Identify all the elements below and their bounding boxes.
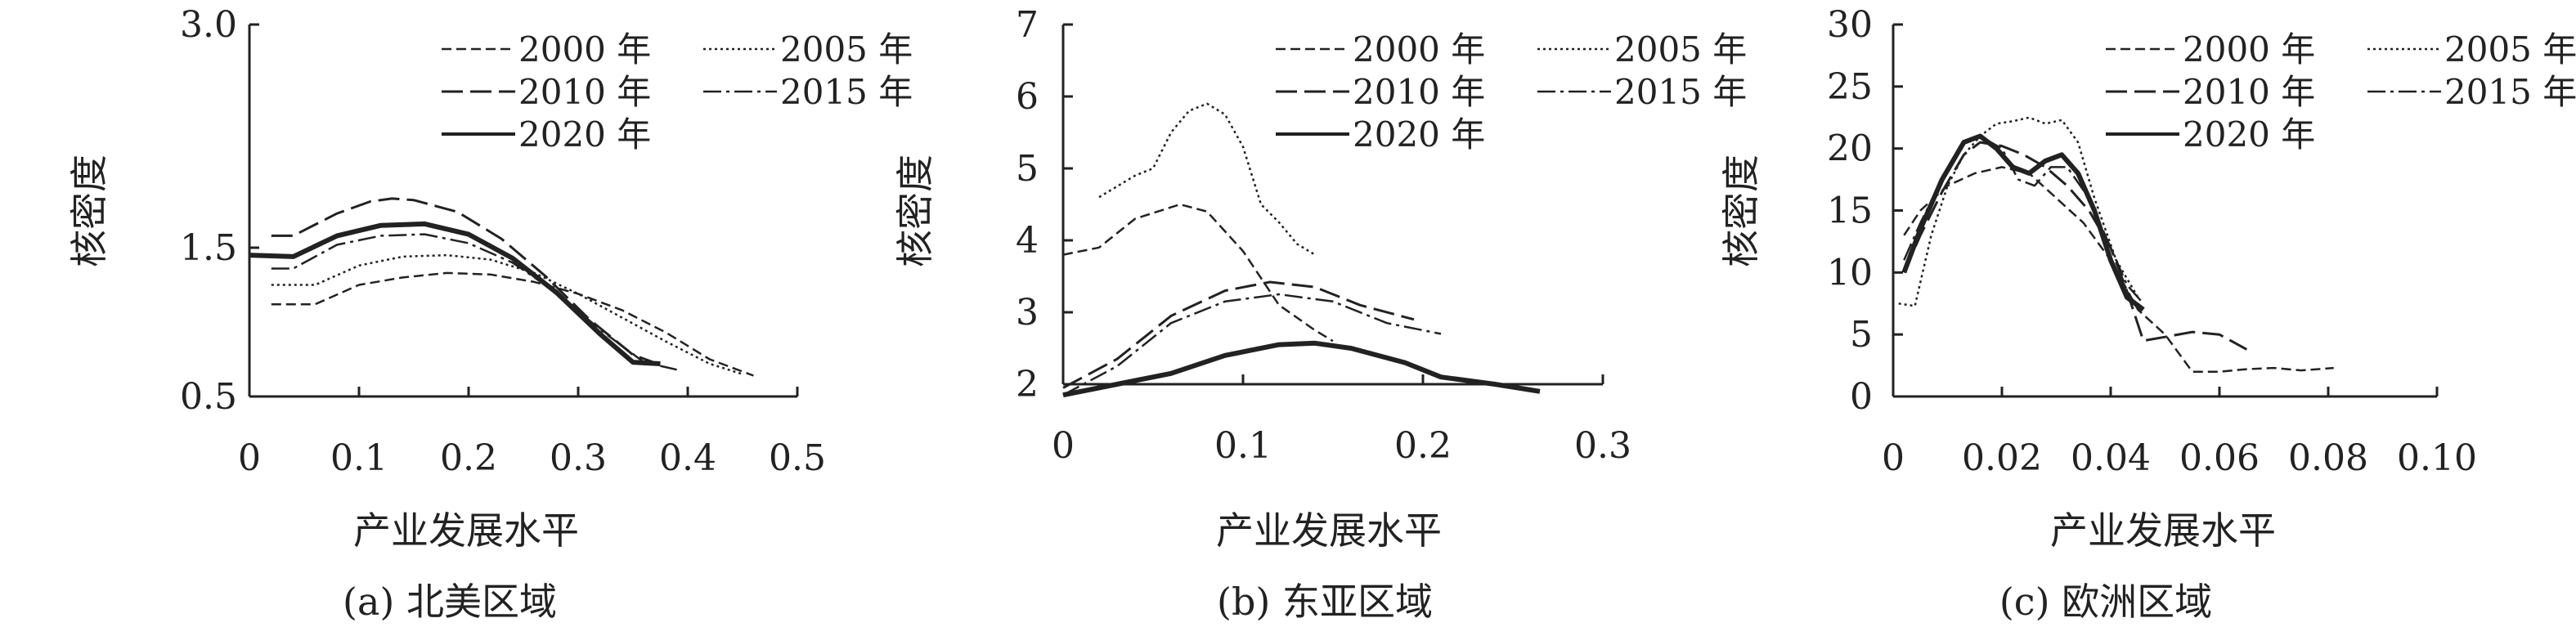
y-tick-label: 5 xyxy=(1850,314,1873,356)
y-tick-label: 4 xyxy=(1016,220,1039,262)
legend: 2000 年 2005 年 2010 年 2015 年 2020 年 xyxy=(2106,29,2576,155)
legend: 2000 年 2005 年 2010 年 2015 年 2020 年 xyxy=(1276,29,1747,155)
x-tick-label: 0.2 xyxy=(440,437,497,479)
series-line-2020年 xyxy=(249,221,661,366)
legend-label: 2020 年 xyxy=(518,114,651,155)
x-tick-label: 0 xyxy=(1052,425,1075,467)
legend-label: 2005 年 xyxy=(2444,29,2576,69)
y-tick-label: 5 xyxy=(1016,148,1039,190)
legend-label: 2015 年 xyxy=(1614,72,1747,112)
y-tick-label: 6 xyxy=(1016,76,1039,118)
x-tick-label: 0.04 xyxy=(2071,437,2151,479)
x-tick-label: 0.3 xyxy=(1574,425,1631,467)
series-line-2000年 xyxy=(1062,203,1334,343)
series-line-2005年 xyxy=(1898,116,2139,307)
series-line-2015年 xyxy=(1062,293,1442,396)
legend-label: 2015 年 xyxy=(780,72,913,112)
legend-label: 2005 年 xyxy=(1614,29,1747,69)
chart-panel-1: 0 0.1 0.2 0.3 0.4 0.5 0.5 1.5 3.0 产业发展水平 核密度 (a) 北美… xyxy=(67,4,913,624)
y-axis-label: 核密度 xyxy=(67,155,111,267)
legend-label: 2000 年 xyxy=(2183,29,2315,69)
series-line-2005年 xyxy=(1098,102,1316,256)
x-tick-label: 0 xyxy=(238,437,261,479)
legend-label: 2020 年 xyxy=(1353,114,1485,155)
x-tick-label: 0.10 xyxy=(2397,437,2477,479)
y-tick-label: 3.0 xyxy=(180,4,237,46)
y-axis-label: 核密度 xyxy=(1719,155,1763,267)
legend-label: 2010 年 xyxy=(1353,72,1485,112)
y-tick-label: 3 xyxy=(1016,292,1039,334)
x-tick-label: 0.4 xyxy=(659,437,716,479)
series-line-2005年 xyxy=(271,253,743,375)
series-line-2020年 xyxy=(1062,340,1541,398)
x-tick-label: 0.1 xyxy=(330,437,388,479)
legend-label: 2005 年 xyxy=(780,29,913,69)
y-tick-label: 30 xyxy=(1827,4,1873,46)
series-line-2010年 xyxy=(271,197,666,369)
panel-caption: (b) 东亚区域 xyxy=(1217,580,1433,624)
panel-caption: (c) 欧洲区域 xyxy=(1999,580,2212,624)
series-line-2010年 xyxy=(1062,280,1415,389)
legend: 2000 年 2005 年 2010 年 2015 年 2020 年 xyxy=(442,29,913,155)
legend-label: 2010 年 xyxy=(518,72,651,112)
legend-label: 2000 年 xyxy=(1353,29,1485,69)
legend-label: 2020 年 xyxy=(2183,114,2315,155)
series-line-2015年 xyxy=(271,233,677,371)
y-tick-label: 20 xyxy=(1827,128,1873,170)
x-axis-label: 产业发展水平 xyxy=(353,508,579,553)
series-line-2000年 xyxy=(271,271,754,377)
legend-label: 2010 年 xyxy=(2183,72,2315,112)
x-tick-label: 0 xyxy=(1882,437,1905,479)
panel-caption: (a) 北美区域 xyxy=(343,580,557,624)
y-tick-label: 2 xyxy=(1016,364,1039,405)
x-axis-label: 产业发展水平 xyxy=(1216,508,1442,553)
y-tick-label: 0.5 xyxy=(180,376,237,418)
x-tick-label: 0.2 xyxy=(1394,425,1452,467)
y-axis-label: 核密度 xyxy=(893,155,937,267)
series-line-2015年 xyxy=(1903,135,2144,305)
y-tick-label: 25 xyxy=(1827,66,1873,108)
series-line-2020年 xyxy=(1901,133,2145,312)
legend-label: 2000 年 xyxy=(518,29,651,69)
legend-label: 2015 年 xyxy=(2444,72,2576,112)
series-line-2010年 xyxy=(1902,141,2248,351)
x-tick-label: 0.5 xyxy=(769,437,826,479)
x-tick-label: 0.08 xyxy=(2288,437,2368,479)
x-tick-label: 0.06 xyxy=(2179,437,2260,479)
y-tick-label: 1.5 xyxy=(180,227,237,269)
y-tick-label: 7 xyxy=(1016,4,1039,46)
x-tick-label: 0.1 xyxy=(1214,425,1272,467)
chart-panel-3: 0 0.02 0.04 0.06 0.08 0.10 0 5 10 15 20 25 30 产业发展水平 核… xyxy=(1719,4,2576,624)
y-tick-label: 15 xyxy=(1827,190,1873,232)
x-tick-label: 0.02 xyxy=(1962,437,2042,479)
y-tick-label: 0 xyxy=(1850,376,1873,418)
y-tick-label: 10 xyxy=(1827,252,1873,293)
x-tick-label: 0.3 xyxy=(550,437,607,479)
x-axis-label: 产业发展水平 xyxy=(2050,508,2276,553)
